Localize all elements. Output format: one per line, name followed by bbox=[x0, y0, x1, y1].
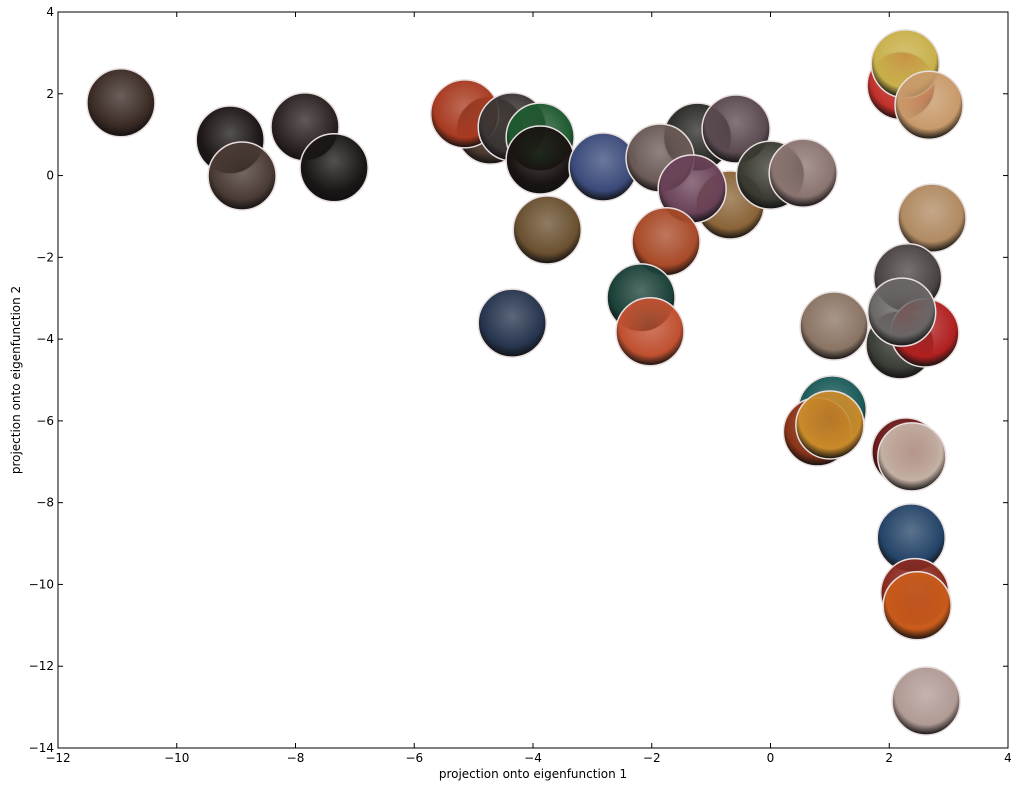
sphere-marker bbox=[477, 288, 547, 358]
y-tick-label: −10 bbox=[29, 577, 54, 591]
x-tick-label: −10 bbox=[164, 751, 189, 765]
y-tick-label: −6 bbox=[36, 414, 54, 428]
sphere-marker bbox=[615, 297, 685, 367]
x-tick-label: −12 bbox=[45, 751, 70, 765]
x-tick-label: −8 bbox=[287, 751, 305, 765]
sphere-marker bbox=[512, 195, 582, 265]
sphere-marker bbox=[894, 70, 964, 140]
y-tick-label: 4 bbox=[46, 5, 54, 19]
sphere-marker bbox=[505, 125, 575, 195]
sphere-marker bbox=[795, 390, 865, 460]
x-tick-label: −2 bbox=[643, 751, 661, 765]
sphere-marker bbox=[207, 141, 277, 211]
sphere-marker bbox=[877, 422, 947, 492]
x-tick-label: −4 bbox=[524, 751, 542, 765]
sphere-marker bbox=[299, 133, 369, 203]
sphere-marker bbox=[882, 570, 952, 641]
sphere-marker bbox=[897, 183, 967, 253]
y-tick-label: 0 bbox=[46, 169, 54, 183]
x-tick-label: −6 bbox=[405, 751, 423, 765]
y-tick-label: −8 bbox=[36, 496, 54, 510]
x-tick-label: 0 bbox=[767, 751, 775, 765]
x-axis-label: projection onto eigenfunction 1 bbox=[439, 767, 627, 781]
sphere-marker bbox=[799, 291, 869, 361]
sphere-marker bbox=[891, 666, 961, 736]
sphere-marker bbox=[86, 68, 156, 138]
x-tick-label: 2 bbox=[885, 751, 893, 765]
y-tick-label: −4 bbox=[36, 332, 54, 346]
y-tick-label: −2 bbox=[36, 250, 54, 264]
y-axis-label: projection onto eigenfunction 2 bbox=[9, 286, 23, 474]
x-tick-label: 4 bbox=[1004, 751, 1011, 765]
sphere-marker bbox=[768, 138, 838, 208]
y-tick-label: −12 bbox=[29, 659, 54, 673]
y-tick-label: 2 bbox=[46, 87, 54, 101]
sphere-marker bbox=[866, 277, 937, 347]
y-tick-label: −14 bbox=[29, 741, 54, 755]
